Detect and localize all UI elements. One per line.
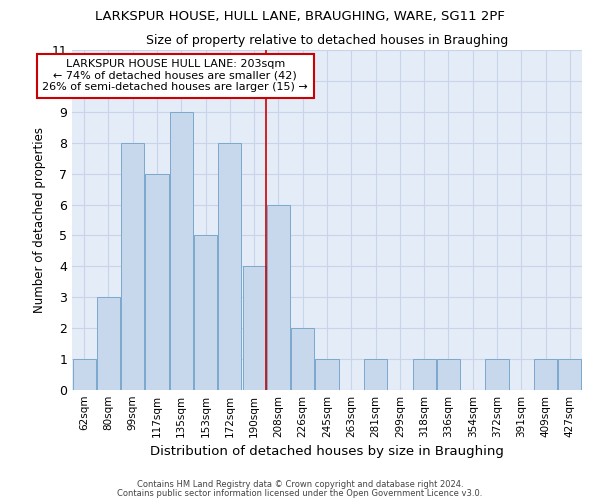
Bar xyxy=(121,142,144,390)
Bar xyxy=(291,328,314,390)
Bar xyxy=(437,359,460,390)
Bar xyxy=(242,266,266,390)
Bar xyxy=(534,359,557,390)
Bar xyxy=(170,112,193,390)
Y-axis label: Number of detached properties: Number of detached properties xyxy=(33,127,46,313)
Bar xyxy=(316,359,338,390)
Title: Size of property relative to detached houses in Braughing: Size of property relative to detached ho… xyxy=(146,34,508,48)
Text: Contains public sector information licensed under the Open Government Licence v3: Contains public sector information licen… xyxy=(118,488,482,498)
Bar xyxy=(485,359,509,390)
Bar xyxy=(267,204,290,390)
Bar xyxy=(194,236,217,390)
Bar xyxy=(145,174,169,390)
Text: LARKSPUR HOUSE HULL LANE: 203sqm
← 74% of detached houses are smaller (42)
26% o: LARKSPUR HOUSE HULL LANE: 203sqm ← 74% o… xyxy=(43,60,308,92)
X-axis label: Distribution of detached houses by size in Braughing: Distribution of detached houses by size … xyxy=(150,446,504,458)
Bar xyxy=(73,359,95,390)
Bar xyxy=(559,359,581,390)
Text: Contains HM Land Registry data © Crown copyright and database right 2024.: Contains HM Land Registry data © Crown c… xyxy=(137,480,463,489)
Bar xyxy=(97,298,120,390)
Text: LARKSPUR HOUSE, HULL LANE, BRAUGHING, WARE, SG11 2PF: LARKSPUR HOUSE, HULL LANE, BRAUGHING, WA… xyxy=(95,10,505,23)
Bar xyxy=(413,359,436,390)
Bar xyxy=(364,359,387,390)
Bar xyxy=(218,142,241,390)
